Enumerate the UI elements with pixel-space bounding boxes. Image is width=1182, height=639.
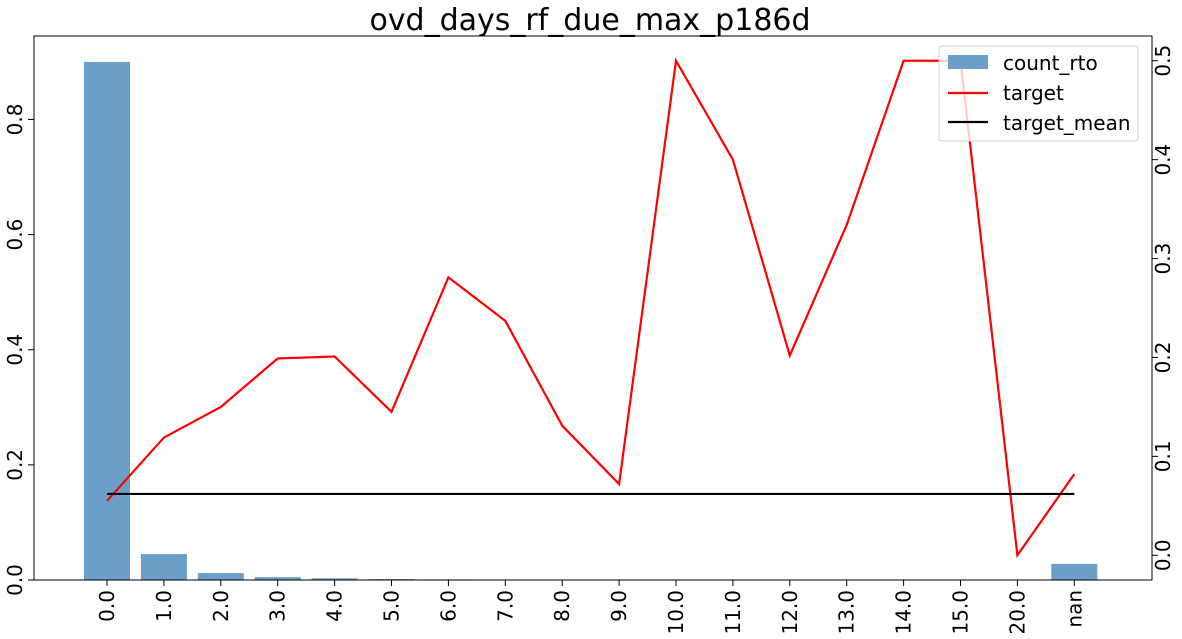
legend-box: [938, 45, 1139, 142]
x-tick-label-5: 5.0: [380, 590, 404, 622]
left-tick-label-0: 0.0: [3, 564, 27, 596]
left-axis: 0.0 0.2 0.4 0.6 0.8: [3, 104, 34, 596]
x-tick-label-1: 1.0: [152, 590, 176, 622]
bar-count_rto-3: [254, 577, 301, 580]
legend-swatch-count-rto: [948, 55, 988, 69]
bar-count_rto-0: [84, 61, 130, 580]
x-tick-label-10: 10.0: [664, 590, 688, 635]
legend-label-target: target: [1003, 81, 1064, 105]
legend-label-target-mean: target_mean: [1003, 111, 1131, 135]
bar-count_rto-4: [311, 578, 358, 580]
x-tick-label-15: 15.0: [949, 590, 973, 635]
chart-title: ovd_days_rf_due_max_p186d: [369, 3, 810, 38]
legend: count_rto target target_mean: [938, 45, 1139, 142]
left-tick-label-3: 0.6: [3, 219, 27, 251]
bar-count_rto-1: [140, 554, 187, 580]
right-tick-label-4: 0.4: [1151, 144, 1175, 176]
legend-label-count-rto: count_rto: [1003, 51, 1098, 75]
right-tick-label-0: 0.0: [1151, 539, 1175, 571]
x-axis: 0.0 1.0 2.0 3.0 4.0 5.0 6.0 7.0 8.0 9.0 10.0 11.0 12…: [95, 580, 1086, 635]
x-tick-label-6: 6.0: [436, 590, 460, 622]
x-tick-label-14: 14.0: [892, 590, 916, 635]
left-tick-label-4: 0.8: [3, 104, 27, 136]
plot-frame: [33, 35, 1153, 581]
x-tick-label-4: 4.0: [323, 590, 347, 622]
x-tick-label-11: 11.0: [721, 590, 745, 635]
bar-count_rto-2: [197, 573, 244, 580]
x-tick-label-16: 20.0: [1005, 590, 1029, 635]
bar-count_rto-17: [1051, 563, 1098, 580]
line-target: [106, 57, 1076, 559]
x-tick-label-8: 8.0: [550, 590, 574, 622]
x-tick-label-9: 9.0: [607, 590, 631, 622]
x-tick-label-12: 12.0: [778, 590, 802, 635]
x-tick-label-3: 3.0: [266, 590, 290, 622]
x-tick-label-13: 13.0: [835, 590, 859, 635]
right-tick-label-5: 0.5: [1151, 45, 1175, 77]
x-tick-label-2: 2.0: [209, 590, 233, 622]
right-axis: 0.0 0.1 0.2 0.3 0.4 0.5: [1151, 45, 1175, 571]
left-tick-label-1: 0.2: [3, 449, 27, 481]
x-tick-label-17: nan: [1062, 590, 1086, 628]
right-tick-label-3: 0.3: [1151, 243, 1175, 275]
x-tick-label-0: 0.0: [95, 590, 119, 622]
right-tick-label-1: 0.1: [1151, 440, 1175, 472]
left-tick-label-2: 0.4: [3, 334, 27, 366]
lines-layer: [106, 57, 1076, 559]
x-tick-label-7: 7.0: [493, 590, 517, 622]
right-tick-label-2: 0.2: [1151, 342, 1175, 374]
